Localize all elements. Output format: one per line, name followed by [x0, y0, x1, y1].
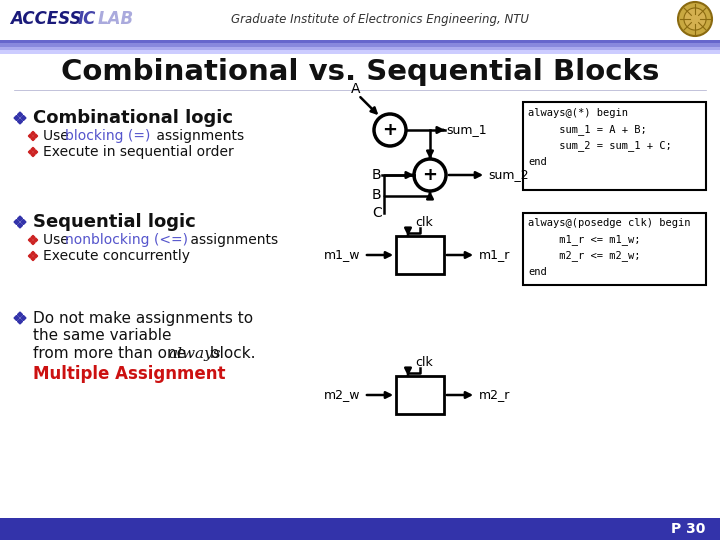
Text: Use: Use — [43, 233, 73, 247]
Circle shape — [678, 2, 712, 36]
Polygon shape — [31, 147, 35, 151]
Bar — [0, 50, 720, 53]
Text: Graduate Institute of Electronics Engineering, NTU: Graduate Institute of Electronics Engine… — [231, 12, 529, 25]
Text: clk: clk — [415, 217, 433, 230]
Polygon shape — [28, 150, 32, 154]
Text: the same variable: the same variable — [33, 328, 171, 343]
Polygon shape — [31, 235, 35, 239]
Polygon shape — [14, 116, 19, 120]
Polygon shape — [17, 319, 22, 324]
Polygon shape — [34, 254, 37, 258]
Text: A: A — [351, 82, 360, 96]
Text: Combinational vs. Sequential Blocks: Combinational vs. Sequential Blocks — [60, 58, 660, 86]
Polygon shape — [34, 238, 37, 242]
Text: always@(posedge clk) begin
     m1_r <= m1_w;
     m2_r <= m2_w;
end: always@(posedge clk) begin m1_r <= m1_w;… — [528, 218, 690, 276]
Text: +: + — [382, 121, 397, 139]
Text: B: B — [372, 168, 382, 182]
Text: m1_r: m1_r — [479, 248, 510, 261]
Text: m2_w: m2_w — [323, 388, 360, 402]
Text: P 30: P 30 — [670, 522, 705, 536]
Bar — [396, 236, 444, 274]
Circle shape — [414, 159, 446, 191]
Polygon shape — [28, 134, 32, 138]
Polygon shape — [34, 150, 37, 154]
Polygon shape — [31, 252, 35, 255]
Text: sum_1: sum_1 — [446, 124, 487, 137]
Bar — [0, 39, 720, 43]
Polygon shape — [31, 241, 35, 245]
Polygon shape — [31, 131, 35, 136]
Polygon shape — [28, 238, 32, 242]
Text: blocking (=): blocking (=) — [65, 129, 150, 143]
Text: from more than one: from more than one — [33, 347, 191, 361]
Polygon shape — [34, 134, 37, 138]
Text: Sequential logic: Sequential logic — [33, 213, 196, 231]
Circle shape — [684, 8, 706, 30]
Text: Combinational logic: Combinational logic — [33, 109, 233, 127]
Polygon shape — [21, 219, 26, 225]
Bar — [396, 376, 444, 414]
Polygon shape — [17, 112, 22, 117]
Text: m2_r: m2_r — [479, 388, 510, 402]
Polygon shape — [17, 223, 22, 228]
Bar — [0, 0, 720, 40]
Polygon shape — [17, 312, 22, 317]
Text: Do not make assignments to: Do not make assignments to — [33, 310, 253, 326]
Text: assignments: assignments — [186, 233, 278, 247]
Polygon shape — [31, 153, 35, 157]
Text: always: always — [168, 347, 220, 361]
Polygon shape — [14, 315, 19, 321]
Text: m1_w: m1_w — [323, 248, 360, 261]
Polygon shape — [31, 256, 35, 261]
Polygon shape — [21, 116, 26, 120]
Polygon shape — [14, 219, 19, 225]
Text: assignments: assignments — [152, 129, 244, 143]
Text: clk: clk — [415, 356, 433, 369]
Polygon shape — [21, 315, 26, 321]
Text: sum_2: sum_2 — [488, 168, 528, 181]
Text: nonblocking (<=): nonblocking (<=) — [65, 233, 188, 247]
Text: +: + — [423, 166, 438, 184]
Polygon shape — [31, 137, 35, 140]
Circle shape — [374, 114, 406, 146]
Text: IC: IC — [78, 10, 96, 28]
Text: B: B — [372, 188, 382, 202]
Text: always@(*) begin
     sum_1 = A + B;
     sum_2 = sum_1 + C;
end: always@(*) begin sum_1 = A + B; sum_2 = … — [528, 108, 672, 167]
Bar — [0, 43, 720, 46]
Bar — [523, 213, 706, 285]
Bar — [523, 102, 706, 190]
Text: ACCESS: ACCESS — [10, 10, 81, 28]
Text: Execute in sequential order: Execute in sequential order — [43, 145, 234, 159]
Bar — [0, 518, 720, 540]
Text: Use: Use — [43, 129, 73, 143]
Text: Multiple Assignment: Multiple Assignment — [33, 365, 225, 383]
Text: C: C — [372, 206, 382, 220]
Polygon shape — [17, 216, 22, 221]
Text: block.: block. — [205, 347, 256, 361]
Polygon shape — [28, 254, 32, 258]
Text: LAB: LAB — [98, 10, 134, 28]
Bar — [0, 46, 720, 50]
Text: Execute concurrently: Execute concurrently — [43, 249, 190, 263]
Polygon shape — [17, 119, 22, 124]
